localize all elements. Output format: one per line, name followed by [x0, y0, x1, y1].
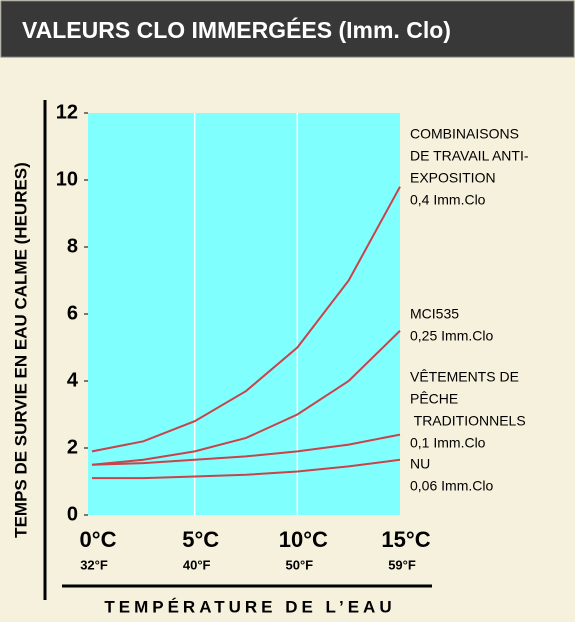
- x-tick-label: 10°C: [279, 527, 328, 552]
- series-line: [91, 433, 401, 466]
- series-line: [91, 186, 401, 453]
- series-label: PÊCHE: [410, 391, 458, 407]
- series-label: 0,25 Imm.Clo: [410, 328, 493, 344]
- x-tick-label: 5°C: [182, 527, 219, 552]
- x-tick-sub-label: 59°F: [388, 557, 416, 572]
- series-label: VÊTEMENTS DE: [410, 369, 519, 385]
- series-label: 0,06 Imm.Clo: [410, 478, 493, 494]
- y-tick-label: 4: [67, 369, 79, 391]
- x-tick-label: 0°C: [80, 527, 117, 552]
- y-axis-label: TEMPS DE SURVIE EN EAU CALME (HEURES): [11, 162, 30, 538]
- series-label: 0,4 Imm.Clo: [410, 192, 486, 208]
- series-label: TRADITIONNELS: [410, 413, 526, 429]
- series-label: EXPOSITION: [410, 170, 496, 186]
- x-tick-sub-label: 50°F: [286, 557, 314, 572]
- series-line: [92, 458, 401, 480]
- x-axis-label: TEMPÉRATURE DE L’EAU: [104, 597, 395, 616]
- x-tick-sub-label: 32°F: [80, 557, 108, 572]
- series-label: 0,1 Imm.Clo: [410, 435, 486, 451]
- y-tick-label: 0: [67, 503, 78, 525]
- series-line: [91, 330, 401, 466]
- plot-area: [88, 113, 400, 515]
- x-tick-sub-label: 40°F: [183, 557, 211, 572]
- y-tick-label: 2: [67, 436, 78, 458]
- series-label: MCI535: [410, 306, 459, 322]
- y-tick-label: 10: [56, 168, 78, 190]
- series-label: DE TRAVAIL ANTI-: [410, 148, 529, 164]
- y-tick-label: 8: [67, 235, 78, 257]
- y-tick-label: 6: [67, 302, 78, 324]
- series-label: COMBINAISONS: [410, 126, 519, 142]
- y-tick-label: 12: [56, 101, 78, 123]
- series-label: NU: [410, 456, 430, 472]
- title-bar: [0, 0, 575, 58]
- x-tick-label: 15°C: [381, 527, 430, 552]
- chart-title: VALEURS CLO IMMERGÉES (Imm. Clo): [22, 16, 451, 43]
